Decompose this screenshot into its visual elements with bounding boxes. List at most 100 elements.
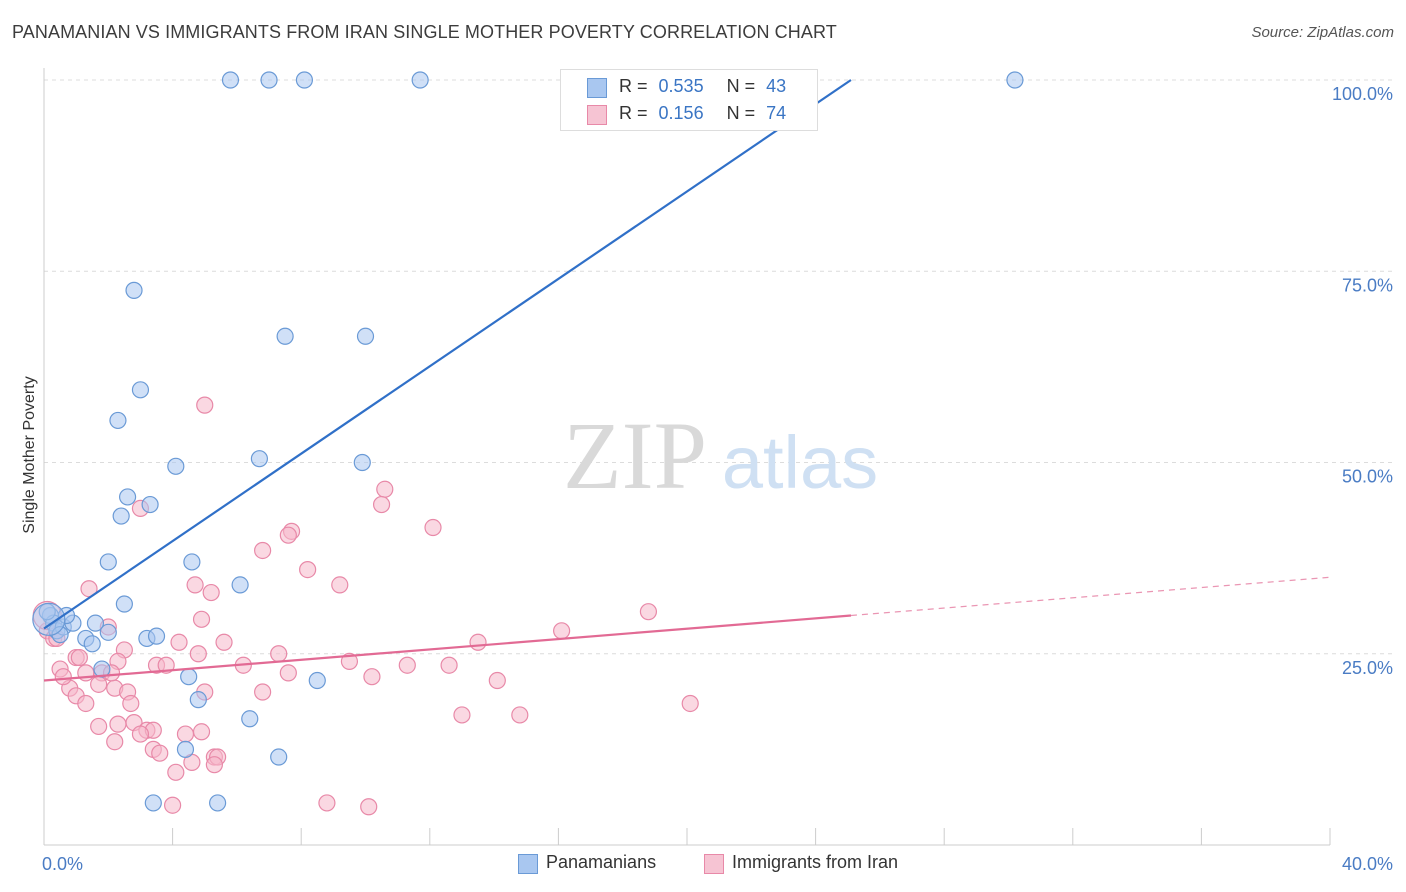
point-panamanians <box>295 71 314 89</box>
point-panamanians <box>276 327 294 345</box>
point-iran <box>469 633 487 651</box>
series-panamanians-points <box>32 71 1024 812</box>
point-iran <box>164 796 182 814</box>
x-tick-label-max: 40.0% <box>1342 854 1393 874</box>
point-panamanians <box>353 453 371 472</box>
point-iran <box>279 664 297 682</box>
point-panamanians <box>112 507 130 525</box>
x-tick-label-min: 0.0% <box>42 854 83 874</box>
bottom-legend-label: Immigrants from Iran <box>732 852 899 872</box>
legend-r-value: 0.156 <box>658 103 704 123</box>
point-iran <box>398 656 416 674</box>
point-panamanians <box>1006 71 1024 89</box>
point-panamanians <box>180 668 198 686</box>
legend-n-label: N = <box>726 103 756 123</box>
legend-n-value: 43 <box>766 76 787 96</box>
trend-line-panamanians <box>43 79 852 630</box>
legend: R = 0.535 N = 43 R = 0.156 N = 74 <box>560 69 818 131</box>
point-panamanians <box>176 740 195 758</box>
watermark: ZIP atlas <box>563 402 878 509</box>
point-iran <box>254 683 272 701</box>
point-panamanians <box>93 660 111 678</box>
point-iran <box>488 671 506 690</box>
point-panamanians <box>308 671 326 690</box>
y-tick-label: 50.0% <box>1342 467 1393 487</box>
point-iran <box>192 610 211 628</box>
trend-line-iran-extension <box>850 576 1331 617</box>
point-iran <box>90 717 108 736</box>
watermark-zip: ZIP <box>563 402 707 509</box>
point-iran <box>340 652 359 671</box>
legend-r-label: R = <box>619 76 648 96</box>
tick-labels: 25.0% 50.0% 75.0% 100.0% 0.0% 40.0% <box>42 84 1393 874</box>
point-iran <box>318 794 336 812</box>
point-iran <box>186 576 204 594</box>
point-iran <box>70 648 88 667</box>
point-panamanians-cluster <box>32 602 66 636</box>
point-panamanians <box>183 553 201 571</box>
bottom-legend-swatch-blue <box>518 854 538 874</box>
point-iran <box>681 694 699 713</box>
point-iran <box>167 763 185 781</box>
point-panamanians <box>250 450 269 468</box>
point-iran <box>176 725 195 743</box>
chart-title: PANAMANIAN VS IMMIGRANTS FROM IRAN SINGL… <box>12 22 837 42</box>
point-panamanians <box>231 576 249 594</box>
bottom-legend: Panamanians Immigrants from Iran <box>0 852 1406 876</box>
point-iran <box>90 675 108 693</box>
point-iran <box>202 583 220 602</box>
point-panamanians <box>109 411 127 430</box>
point-panamanians <box>118 488 137 506</box>
legend-swatch-pink <box>587 105 607 125</box>
point-iran <box>196 396 214 414</box>
point-panamanians <box>221 71 240 89</box>
point-iran <box>299 560 317 579</box>
axes <box>43 68 1331 846</box>
point-iran <box>363 668 381 686</box>
legend-n-label: N = <box>726 76 756 96</box>
point-iran <box>151 744 169 762</box>
legend-swatch-blue <box>587 78 607 98</box>
point-iran <box>279 526 297 544</box>
point-iran <box>553 622 571 640</box>
point-panamanians <box>83 635 101 653</box>
point-iran <box>453 706 471 724</box>
point-panamanians <box>144 794 162 812</box>
source-label: Source: ZipAtlas.com <box>1251 24 1394 41</box>
point-panamanians <box>99 623 117 641</box>
point-iran <box>189 645 207 663</box>
point-panamanians <box>115 595 133 613</box>
point-panamanians <box>125 281 143 299</box>
point-panamanians <box>356 327 375 345</box>
bottom-legend-swatch-pink <box>704 854 724 874</box>
trend-line-iran <box>43 614 852 682</box>
grid-lines <box>44 79 1392 655</box>
point-iran <box>54 668 72 686</box>
y-tick-label: 75.0% <box>1342 275 1393 295</box>
point-iran <box>77 694 95 713</box>
legend-r-value: 0.535 <box>658 76 704 96</box>
point-iran <box>270 645 288 663</box>
point-panamanians <box>411 71 429 89</box>
point-iran <box>254 541 272 560</box>
legend-r-label: R = <box>619 103 648 123</box>
point-panamanians <box>241 710 259 728</box>
point-panamanians <box>86 614 105 632</box>
point-iran <box>170 633 188 651</box>
point-iran <box>106 733 124 751</box>
point-iran <box>511 706 529 724</box>
point-panamanians <box>209 794 227 812</box>
y-tick-label: 100.0% <box>1332 84 1393 104</box>
point-panamanians <box>167 457 185 475</box>
point-panamanians <box>131 381 150 399</box>
point-panamanians <box>189 691 207 709</box>
watermark-atlas: atlas <box>722 421 878 504</box>
point-iran <box>360 798 378 816</box>
point-iran <box>331 576 349 594</box>
point-panamanians <box>260 71 278 89</box>
point-panamanians <box>270 748 288 766</box>
point-iran <box>639 603 658 621</box>
point-panamanians <box>99 553 117 571</box>
point-iran <box>131 725 150 743</box>
